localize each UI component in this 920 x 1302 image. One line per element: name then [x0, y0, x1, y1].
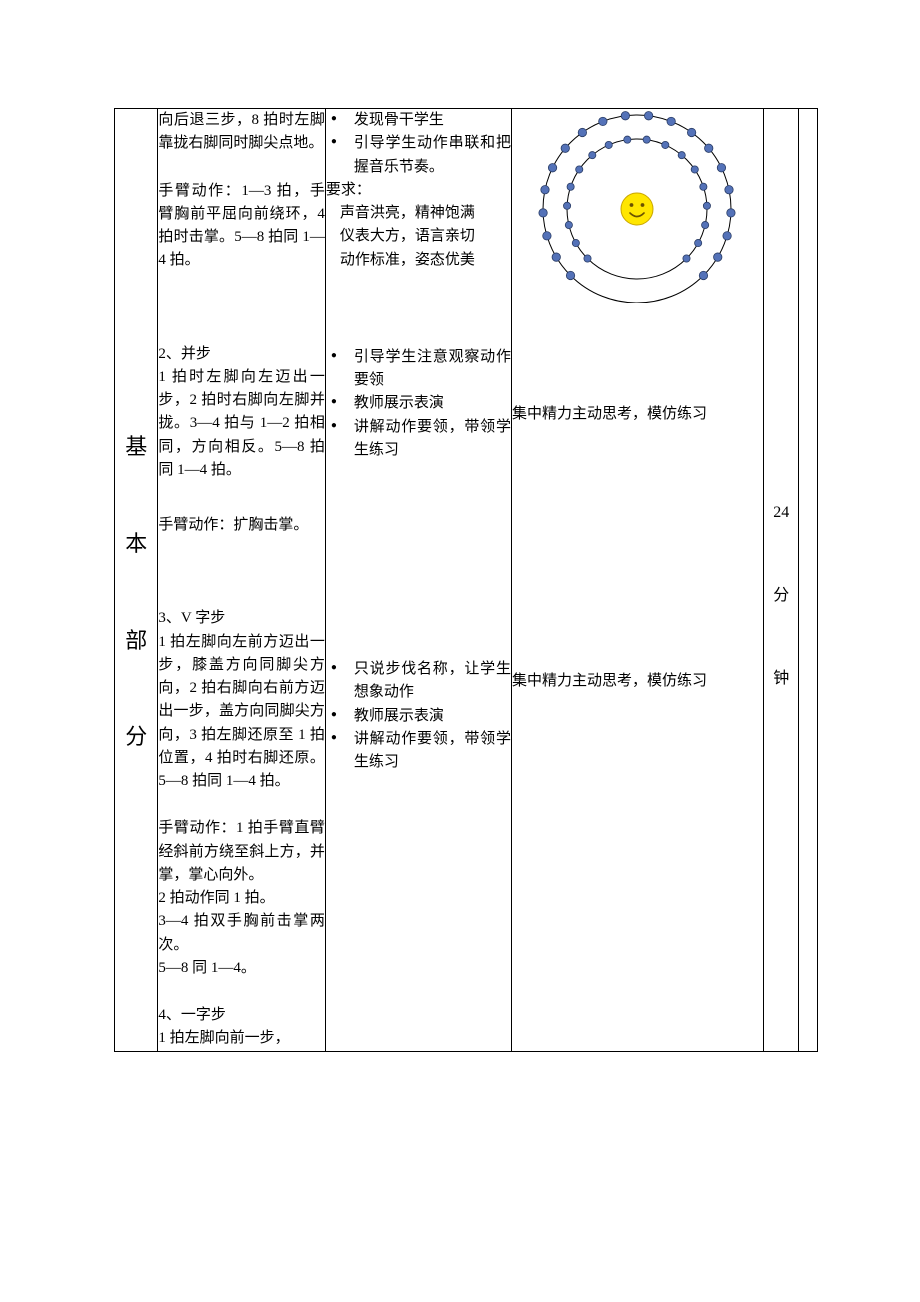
formation-diagram [512, 109, 763, 303]
content-heading: 4、一字步 [158, 1004, 324, 1027]
content-heading: 2、并步 [158, 343, 324, 366]
content-text: 1 拍左脚向前一步， [158, 1027, 324, 1050]
section-char: 分 [115, 689, 157, 786]
section-char: 部 [115, 593, 157, 690]
content-text: 2 拍动作同 1 拍。 [158, 887, 324, 910]
requirement-text: 动作标准，姿态优美 [326, 249, 511, 272]
time-cell: 24 分 钟 [764, 109, 799, 1052]
content-heading: 3、V 字步 [158, 607, 324, 630]
section-char: 本 [115, 496, 157, 593]
org-text: 集中精力主动思考，模仿练习 [512, 670, 763, 693]
content-text: 3—4 拍双手胸前击掌两次。 [158, 910, 324, 957]
teach-bullet: 讲解动作要领，带领学生练习 [354, 731, 511, 770]
teach-bullet: 引导学生动作串联和把握音乐节奏。 [354, 135, 511, 174]
organization-cell: 集中精力主动思考，模仿练习 集中精力主动思考，模仿练习 [511, 109, 763, 1052]
content-text: 向后退三步，8 拍时左脚靠拢右脚同时脚尖点地。 [158, 109, 324, 156]
time-unit: 钟 [764, 637, 798, 720]
time-label: 24 分 钟 [764, 109, 798, 721]
teach-bullet: 教师展示表演 [354, 708, 444, 724]
org-text: 集中精力主动思考，模仿练习 [512, 403, 763, 426]
empty-cell [799, 109, 818, 1052]
time-value: 24 [764, 471, 798, 554]
requirements-label: 要求： [326, 179, 511, 202]
section-label-cell: 基 本 部 分 [115, 109, 158, 1052]
teach-bullet: 引导学生注意观察动作要领 [354, 349, 511, 388]
content-text: 手臂动作：1 拍手臂直臂经斜前方绕至斜上方，并掌，掌心向外。 [158, 817, 324, 887]
movement-content-cell: 向后退三步，8 拍时左脚靠拢右脚同时脚尖点地。 手臂动作：1—3 拍，手臂胸前平… [158, 109, 325, 1052]
teach-bullet: 讲解动作要领，带领学生练习 [354, 419, 511, 458]
section-char: 基 [115, 399, 157, 496]
lesson-plan-table: 基 本 部 分 向后退三步，8 拍时左脚靠拢右脚同时脚尖点地。 手臂动作：1—3… [114, 108, 818, 1052]
content-text: 手臂动作：1—3 拍，手臂胸前平屈向前绕环，4 拍时击掌。5—8 拍同 1—4 … [158, 180, 324, 273]
content-text: 手臂动作：扩胸击掌。 [158, 514, 324, 537]
teach-bullet: 教师展示表演 [354, 395, 444, 411]
requirement-text: 仪表大方，语言亲切 [326, 225, 511, 248]
time-unit: 分 [764, 554, 798, 637]
teach-bullet: 发现骨干学生 [354, 112, 444, 128]
content-text: 1 拍左脚向左前方迈出一步，膝盖方向同脚尖方向，2 拍右脚向右前方迈出一步，盖方… [158, 631, 324, 794]
teach-bullet: 只说步伐名称，让学生想象动作 [354, 661, 511, 700]
content-text: 1 拍时左脚向左迈出一步，2 拍时右脚向左脚并拢。3—4 拍与 1—2 拍相同，… [158, 366, 324, 482]
section-label: 基 本 部 分 [115, 109, 157, 786]
content-text: 5—8 同 1—4。 [158, 957, 324, 980]
formation-svg [512, 109, 756, 303]
requirement-text: 声音洪亮，精神饱满 [326, 202, 511, 225]
teaching-guidance-cell: 发现骨干学生 引导学生动作串联和把握音乐节奏。 要求： 声音洪亮，精神饱满 仪表… [325, 109, 511, 1052]
